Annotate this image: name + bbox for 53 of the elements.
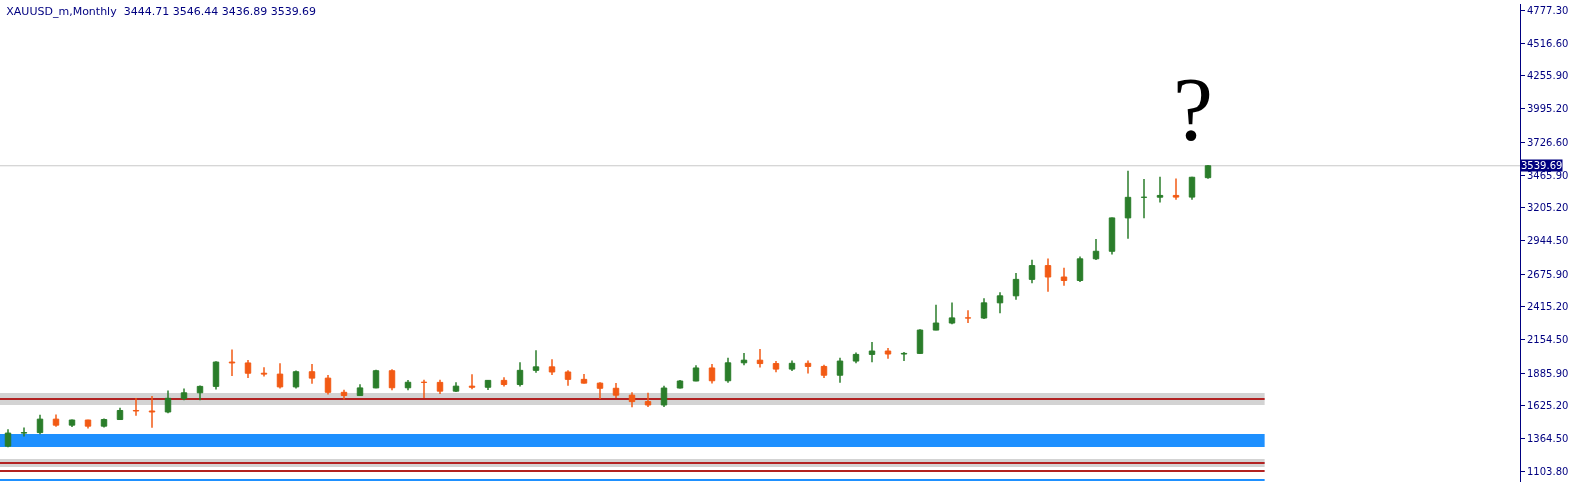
y-tick-label: 4516.60 — [1527, 37, 1569, 49]
candlestick — [308, 363, 316, 385]
candlestick — [1076, 255, 1084, 283]
candlestick — [1012, 272, 1020, 301]
candlestick — [932, 304, 940, 332]
candlestick — [1028, 259, 1036, 285]
candlestick — [468, 373, 476, 391]
candlestick — [260, 366, 268, 378]
candlestick — [324, 374, 332, 396]
y-tick-label: 1885.90 — [1527, 367, 1569, 379]
y-tick-label: 2675.90 — [1527, 268, 1569, 280]
y-tick-label: 3205.20 — [1527, 202, 1569, 214]
y-tick-label: 2154.50 — [1527, 334, 1569, 346]
candlestick — [724, 357, 732, 384]
candlestick — [148, 395, 156, 429]
candlestick — [420, 379, 428, 399]
candlestick — [132, 397, 140, 417]
candlestick — [868, 341, 876, 364]
chart-title: XAUUSD_m,Monthly 3444.71 3546.44 3436.89 3539.69 — [6, 4, 317, 18]
y-tick-label: 3465.90 — [1527, 169, 1569, 181]
annotation: ? — [1173, 60, 1213, 159]
y-tick-label: 1364.50 — [1527, 433, 1569, 445]
candlestick — [532, 349, 540, 374]
candlestick — [708, 363, 716, 385]
candlestick — [1156, 176, 1164, 204]
y-tick-label: 1103.80 — [1527, 465, 1569, 477]
y-tick-label: 2415.20 — [1527, 301, 1569, 313]
candlestick — [244, 359, 252, 379]
candlestick — [900, 351, 908, 362]
y-tick-label: 1625.20 — [1527, 400, 1569, 412]
y-tick-label: 4777.30 — [1527, 4, 1569, 16]
candlestick — [276, 362, 284, 390]
candlestick — [964, 309, 972, 324]
ref-line-label: 3539.69 — [1521, 160, 1563, 171]
y-tick-label: 4255.90 — [1527, 70, 1569, 82]
candlestick — [1140, 178, 1148, 220]
candlestick — [388, 368, 396, 392]
candlestick — [1124, 169, 1132, 240]
y-tick-label: 3995.20 — [1527, 103, 1569, 115]
candlestick — [516, 361, 524, 388]
candlestick — [20, 426, 28, 438]
y-tick-label: 3726.60 — [1527, 136, 1569, 148]
candlestick — [660, 385, 668, 408]
y-tick-label: 2944.50 — [1527, 234, 1569, 246]
candlestick — [980, 297, 988, 320]
candlestick — [1044, 257, 1052, 293]
candlestick — [36, 414, 44, 435]
candlestick — [836, 357, 844, 384]
candlestick — [1060, 267, 1068, 287]
candlestick — [916, 328, 924, 355]
candlestick — [228, 348, 236, 377]
candlestick — [1172, 177, 1180, 201]
candlestick — [996, 291, 1004, 315]
